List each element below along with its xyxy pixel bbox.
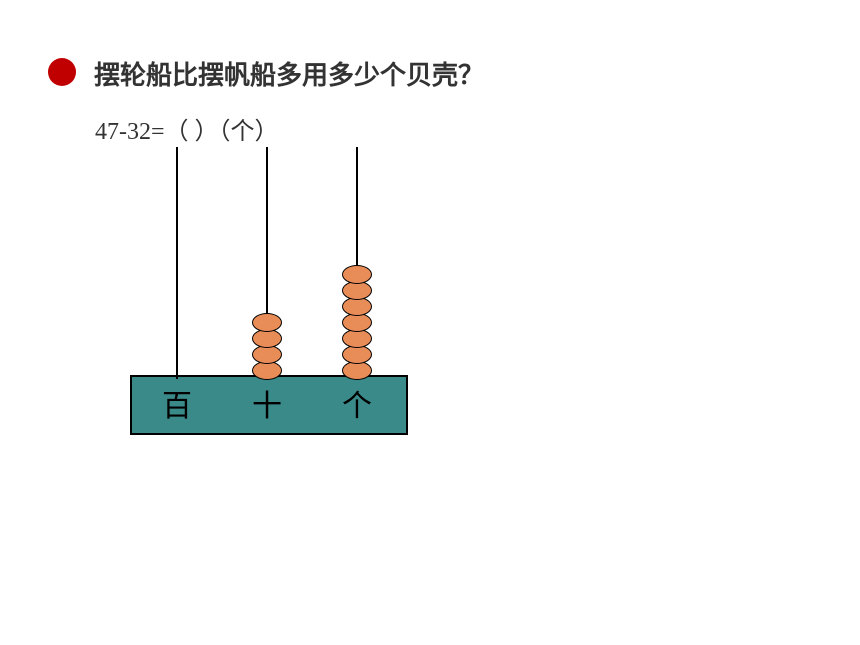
equation-text: 47-32=（ ）（个） [95, 111, 279, 146]
place-label: 十 [249, 381, 285, 425]
bead [252, 313, 282, 332]
slide: 摆轮船比摆帆船多用多少个贝壳？ 47-32=（ ）（个） 百 十 个 [0, 0, 860, 645]
place-label: 百 [159, 381, 195, 425]
abacus: 百十个 [115, 145, 425, 435]
question-title: 摆轮船比摆帆船多用多少个贝壳？ [94, 55, 484, 92]
bullet-icon [48, 58, 76, 86]
bead [342, 265, 372, 284]
place-label: 个 [339, 381, 375, 425]
abacus-rod [176, 147, 178, 379]
